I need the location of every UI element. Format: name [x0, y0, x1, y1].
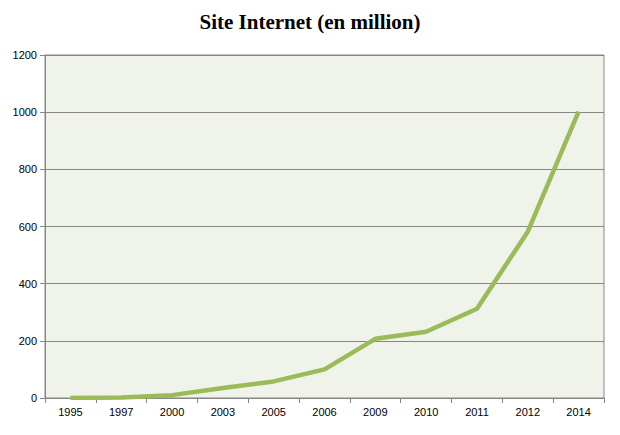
svg-text:2000: 2000: [160, 406, 184, 418]
svg-text:2014: 2014: [566, 406, 590, 418]
svg-text:600: 600: [19, 221, 37, 233]
svg-text:2012: 2012: [516, 406, 540, 418]
svg-text:2009: 2009: [363, 406, 387, 418]
svg-text:2006: 2006: [312, 406, 336, 418]
svg-text:200: 200: [19, 335, 37, 347]
svg-text:2003: 2003: [211, 406, 235, 418]
svg-text:1995: 1995: [58, 406, 82, 418]
svg-text:1000: 1000: [13, 106, 37, 118]
svg-text:800: 800: [19, 163, 37, 175]
svg-text:2011: 2011: [465, 406, 489, 418]
svg-text:Site Internet (en million): Site Internet (en million): [199, 10, 420, 34]
svg-text:0: 0: [31, 392, 37, 404]
svg-text:2010: 2010: [414, 406, 438, 418]
svg-text:400: 400: [19, 278, 37, 290]
svg-text:1200: 1200: [13, 49, 37, 61]
svg-text:2005: 2005: [261, 406, 285, 418]
svg-text:1997: 1997: [109, 406, 133, 418]
